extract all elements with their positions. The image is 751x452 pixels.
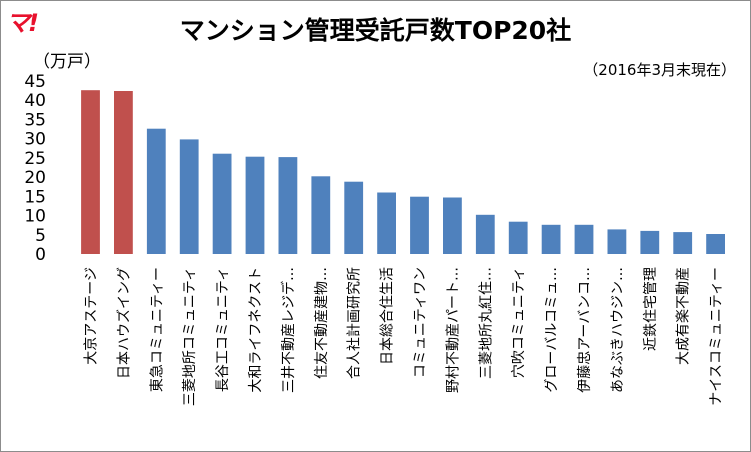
bar-7 xyxy=(278,157,298,254)
x-category-label: 日本総合住生活 xyxy=(380,267,396,365)
bar-16 xyxy=(574,224,594,254)
bar-14 xyxy=(508,221,528,254)
x-category-label: 三菱地所コミュニティ xyxy=(182,267,198,406)
x-category-label: 合人社計画研究所 xyxy=(347,267,363,379)
bar-1 xyxy=(81,90,100,254)
bar-18 xyxy=(640,230,660,254)
x-category-label: 野村不動産パート… xyxy=(445,267,461,393)
date-note: （2016年3月末現在） xyxy=(583,61,736,79)
bar-19 xyxy=(673,232,693,254)
y-tick-label: 15 xyxy=(24,187,46,207)
bar-3 xyxy=(146,128,166,254)
bar-6 xyxy=(245,156,265,254)
x-category-label: 東急コミュニティー xyxy=(149,267,165,392)
y-axis-unit-label: （万戸） xyxy=(33,52,101,72)
x-category-label: 長谷工コミュニティ xyxy=(215,267,231,392)
y-tick-label: 30 xyxy=(24,130,46,150)
x-category-label: グローバルコミュ… xyxy=(544,267,560,393)
bar-12 xyxy=(443,197,462,254)
bar-10 xyxy=(377,192,396,254)
y-tick-label: 10 xyxy=(24,207,46,227)
bar-13 xyxy=(475,214,495,254)
y-tick-label: 20 xyxy=(24,168,46,188)
x-category-label: 穴吹コミュニティ xyxy=(511,267,527,378)
x-category-label: 近鉄住宅管理 xyxy=(643,267,659,351)
y-tick-label: 40 xyxy=(24,91,46,111)
y-tick-label: 25 xyxy=(24,149,46,169)
x-category-label: 大成有楽不動産 xyxy=(676,267,692,365)
y-tick-label: 35 xyxy=(24,110,46,130)
x-category-label: あなぶきハウジン… xyxy=(610,267,626,393)
bar-17 xyxy=(607,229,627,254)
y-tick-label: 0 xyxy=(35,245,46,265)
bar-8 xyxy=(311,176,331,254)
x-category-label: 三井不動産レジデ… xyxy=(280,267,297,393)
x-category-label: コミュニティワン xyxy=(412,267,428,378)
y-tick-label: 45 xyxy=(24,72,46,92)
bar-20 xyxy=(706,234,725,254)
x-category-label: 住友不動産建物… xyxy=(314,267,330,379)
bar-9 xyxy=(344,181,364,254)
y-tick-label: 5 xyxy=(35,226,46,246)
x-category-label: 三菱地所丸紅住… xyxy=(478,267,494,379)
chart-title: マンション管理受託戸数TOP20社 xyxy=(179,16,572,45)
x-category-label: ナイスコミュニティー xyxy=(709,267,725,406)
bar-2 xyxy=(114,91,133,254)
x-category-label: 伊藤忠アーバンコ… xyxy=(577,267,593,393)
x-category-label: 日本ハウズイング xyxy=(116,267,132,379)
bar-15 xyxy=(541,224,561,254)
site-logo: マ! xyxy=(6,9,39,37)
bar-11 xyxy=(410,196,429,254)
bar-5 xyxy=(212,153,232,254)
x-category-label: 大和ライフネクスト xyxy=(248,267,264,393)
bar-4 xyxy=(179,139,199,254)
x-category-label: 大京アステージ xyxy=(84,267,100,365)
